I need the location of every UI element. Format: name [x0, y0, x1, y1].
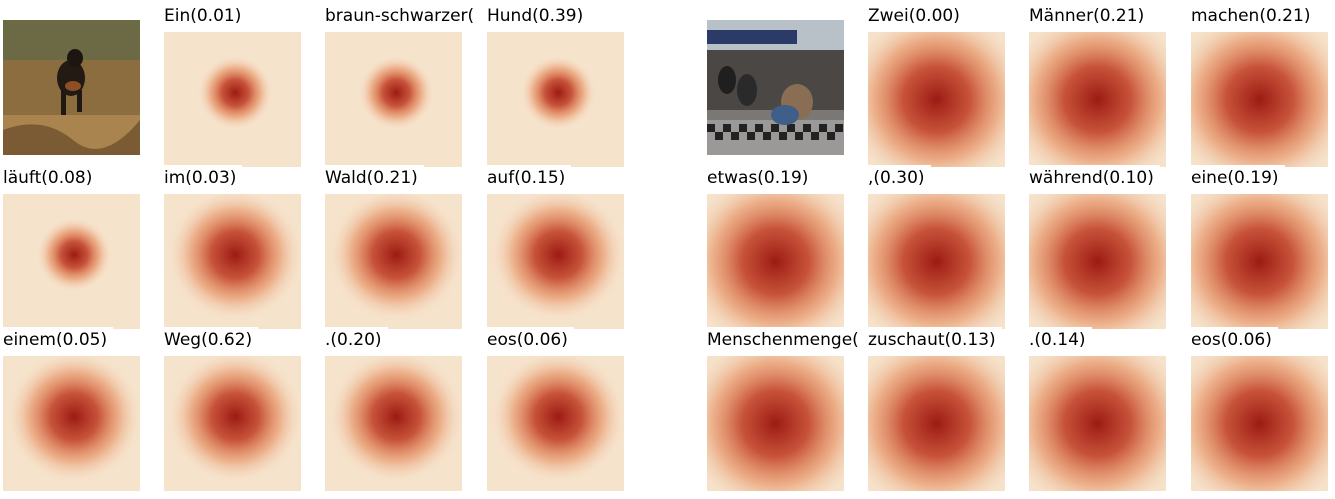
- left-heatmap-cell: [164, 32, 301, 167]
- right-word-label: eos(0.06): [1191, 327, 1278, 353]
- right-heatmap-cell: [707, 194, 844, 329]
- right-heatmap-cell: [868, 32, 1005, 167]
- left-attention-heatmap: [3, 356, 140, 491]
- left-attention-figure: Ein(0.01) braun-schwarzer( Hund(0.39) läuft…: [0, 0, 650, 499]
- left-word-label: im(0.03): [164, 165, 242, 191]
- right-attention-heatmap: [1191, 194, 1328, 329]
- right-word-label: Menschenmenge(: [707, 327, 865, 353]
- right-word-label: Zwei(0.00): [868, 3, 966, 29]
- left-attention-heatmap: [325, 32, 462, 167]
- dog-photo: [3, 20, 140, 155]
- right-heatmap-cell: [868, 356, 1005, 491]
- left-word-label: läuft(0.08): [3, 165, 98, 191]
- right-heatmap-cell: [868, 194, 1005, 329]
- right-heatmap-cell: [1029, 32, 1166, 167]
- left-word-label: eos(0.06): [487, 327, 574, 353]
- left-heatmap-cell: [3, 194, 140, 329]
- left-word-label: einem(0.05): [3, 327, 113, 353]
- left-word-label: auf(0.15): [487, 165, 571, 191]
- right-attention-heatmap: [1029, 194, 1166, 329]
- street-photo: [707, 20, 844, 155]
- right-attention-heatmap: [1191, 32, 1328, 167]
- left-heatmap-cell: [164, 194, 301, 329]
- right-attention-heatmap: [1029, 32, 1166, 167]
- right-word-label: zuschaut(0.13): [868, 327, 1002, 353]
- dog-photo-image: [3, 20, 140, 155]
- right-word-label: machen(0.21): [1191, 3, 1316, 29]
- street-photo-image: [707, 20, 844, 155]
- left-heatmap-cell: [164, 356, 301, 491]
- left-attention-heatmap: [487, 194, 624, 329]
- left-attention-heatmap: [164, 356, 301, 491]
- right-word-label: Männer(0.21): [1029, 3, 1150, 29]
- left-word-label: Wald(0.21): [325, 165, 424, 191]
- left-heatmap-cell: [325, 356, 462, 491]
- right-heatmap-cell: [1029, 356, 1166, 491]
- left-attention-heatmap: [325, 194, 462, 329]
- right-attention-heatmap: [707, 194, 844, 329]
- left-attention-heatmap: [325, 356, 462, 491]
- left-word-label: .(0.20): [325, 327, 388, 353]
- right-attention-heatmap: [868, 194, 1005, 329]
- right-word-label: eine(0.19): [1191, 165, 1285, 191]
- left-attention-heatmap: [164, 32, 301, 167]
- left-word-label: Weg(0.62): [164, 327, 258, 353]
- right-word-label: ,(0.30): [868, 165, 931, 191]
- left-word-label: braun-schwarzer(: [325, 3, 480, 29]
- left-attention-heatmap: [164, 194, 301, 329]
- right-heatmap-cell: [1191, 32, 1328, 167]
- right-word-label: etwas(0.19): [707, 165, 814, 191]
- left-attention-heatmap: [487, 32, 624, 167]
- left-heatmap-cell: [325, 194, 462, 329]
- right-attention-heatmap: [707, 356, 844, 491]
- left-heatmap-cell: [487, 356, 624, 491]
- right-attention-heatmap: [1191, 356, 1328, 491]
- right-heatmap-cell: [1191, 194, 1328, 329]
- right-heatmap-cell: [707, 356, 844, 491]
- left-heatmap-cell: [487, 194, 624, 329]
- left-heatmap-cell: [3, 356, 140, 491]
- left-attention-heatmap: [487, 356, 624, 491]
- right-attention-figure: Zwei(0.00) Männer(0.21) machen(0.21) etwas(…: [704, 0, 1335, 499]
- right-word-label: .(0.14): [1029, 327, 1092, 353]
- right-heatmap-cell: [1029, 194, 1166, 329]
- right-word-label: während(0.10): [1029, 165, 1160, 191]
- left-word-label: Hund(0.39): [487, 3, 589, 29]
- left-heatmap-cell: [325, 32, 462, 167]
- right-attention-heatmap: [868, 356, 1005, 491]
- right-attention-heatmap: [1029, 356, 1166, 491]
- left-attention-heatmap: [3, 194, 140, 329]
- left-word-label: Ein(0.01): [164, 3, 247, 29]
- right-attention-heatmap: [868, 32, 1005, 167]
- right-heatmap-cell: [1191, 356, 1328, 491]
- left-heatmap-cell: [487, 32, 624, 167]
